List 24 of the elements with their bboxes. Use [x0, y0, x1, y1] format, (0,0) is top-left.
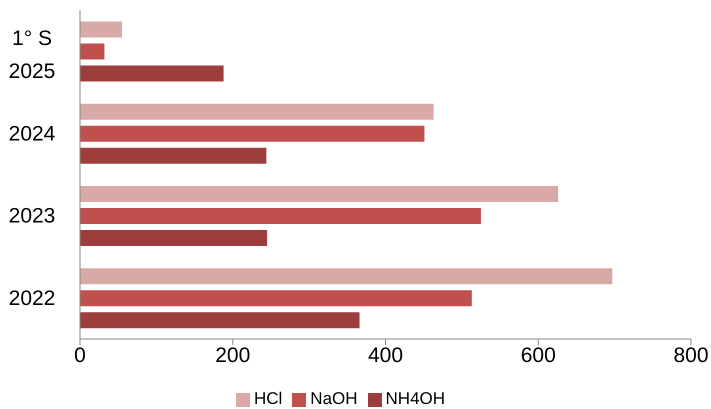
bar	[80, 148, 266, 164]
y-tick-label: 2022	[8, 286, 56, 310]
x-tick-label: 400	[368, 344, 404, 367]
bar	[80, 126, 424, 142]
bar	[80, 104, 434, 120]
bar	[80, 186, 558, 202]
y-tick-label: 2024	[8, 122, 56, 146]
legend-label: NH4OH	[386, 389, 446, 408]
legend-label: NaOH	[310, 389, 358, 408]
bar	[80, 44, 104, 60]
bar	[80, 290, 472, 306]
bar	[80, 208, 481, 224]
bar	[80, 312, 360, 328]
legend-label: HCl	[254, 389, 282, 408]
bar	[80, 22, 122, 38]
y-tick-label: 2023	[8, 204, 56, 228]
x-tick-label: 200	[215, 344, 250, 367]
bar	[80, 268, 612, 284]
bar	[80, 66, 224, 82]
x-tick-label: 600	[520, 344, 556, 367]
y-tick-label: 1° S 2025	[8, 27, 56, 84]
x-tick-label: 800	[673, 344, 709, 367]
bar	[80, 230, 268, 246]
x-tick-label: 0	[74, 344, 86, 367]
